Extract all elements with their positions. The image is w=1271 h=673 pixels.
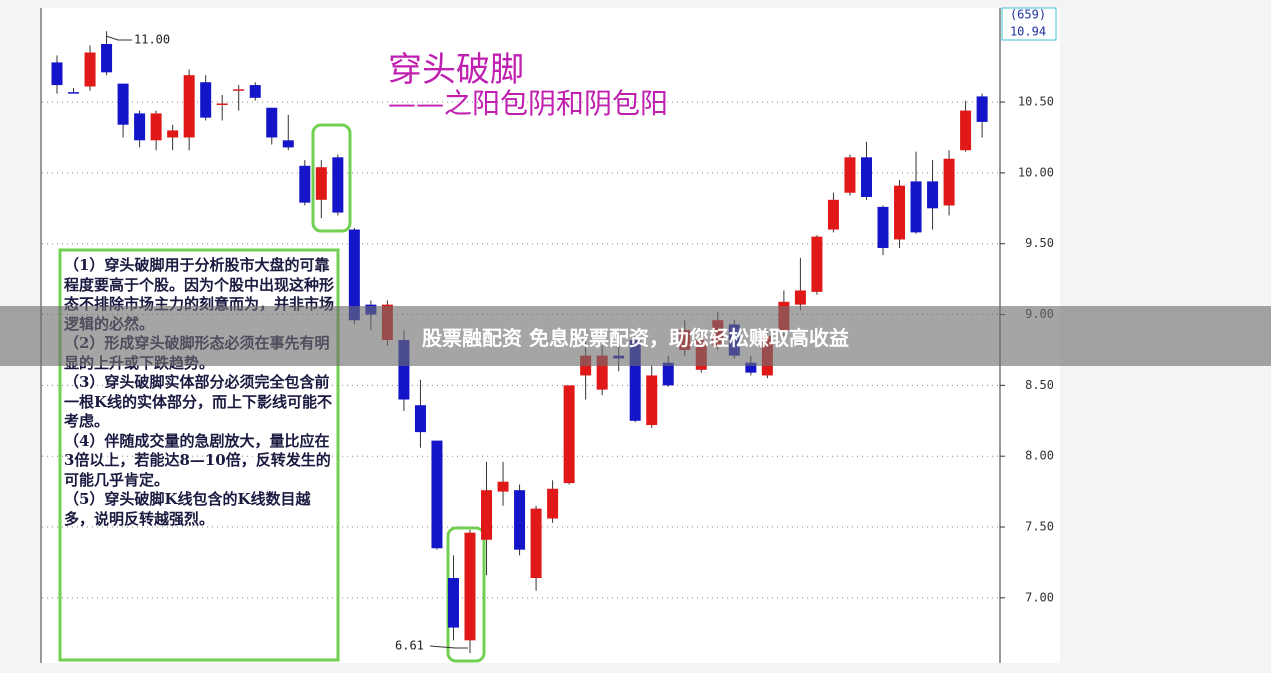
price-box-value: 10.94 — [1010, 25, 1046, 39]
candle-body — [414, 405, 426, 433]
candle-body — [877, 206, 889, 248]
candle-body — [447, 578, 459, 628]
candle-body — [596, 355, 608, 390]
candle-body — [332, 157, 344, 213]
candle-body — [497, 481, 509, 492]
chart-title: 穿头破脚 — [388, 50, 524, 90]
candle-body — [910, 181, 922, 233]
candle-body — [894, 185, 906, 240]
y-tick-label: 8.00 — [1025, 449, 1054, 463]
highlight-box — [311, 123, 352, 233]
candle-body — [629, 340, 641, 421]
candle-body — [927, 181, 939, 209]
candle-body — [348, 229, 360, 321]
note: （3）穿头破脚实体部分必须完全包含前一根K线的实体部分，而上下影线可能不考虑。 — [64, 373, 333, 430]
candle-body — [233, 89, 245, 91]
candle-body — [266, 107, 278, 138]
candle-body — [745, 362, 757, 373]
high-annotation: 11.00 — [134, 33, 170, 47]
y-tick-label: 10.00 — [1018, 165, 1054, 179]
y-tick-label: 7.00 — [1025, 590, 1054, 604]
candle-body — [299, 165, 311, 203]
candle-body — [315, 167, 327, 200]
note: （5）穿头破脚K线包含的K线数目越多，说明反转越强烈。 — [64, 490, 311, 528]
candle-body — [547, 488, 559, 519]
candle-body — [943, 158, 955, 206]
chart-subtitle: ——之阳包阴和阴包阳 — [388, 87, 669, 120]
candle-body — [167, 130, 179, 138]
candle-body — [282, 140, 294, 148]
candle-body — [84, 52, 96, 87]
candle-body — [249, 85, 261, 98]
candle-body — [827, 199, 839, 230]
candle-body — [481, 490, 493, 540]
candle-body — [183, 75, 195, 138]
candle-body — [960, 110, 972, 151]
candle-body — [398, 340, 410, 400]
candle-body — [530, 508, 542, 579]
candle-body — [860, 157, 872, 197]
candle-body — [646, 375, 658, 426]
y-tick-label: 9.50 — [1025, 236, 1054, 250]
candle-body — [117, 83, 129, 125]
candle-body — [794, 290, 806, 305]
candle-body — [811, 236, 823, 292]
low-annotation: 6.61 — [395, 639, 424, 653]
candle-body — [51, 62, 63, 86]
candle-body — [134, 113, 146, 141]
candle-body — [68, 92, 80, 94]
y-tick-label: 7.50 — [1025, 520, 1054, 534]
candle-body — [216, 103, 228, 105]
y-tick-label: 10.50 — [1018, 95, 1054, 109]
price-box — [1001, 7, 1057, 41]
annotation-leader — [429, 645, 468, 649]
banner[interactable]: 股票融配资 免息股票配资，助您轻松赚取高收益 — [0, 306, 1271, 366]
price-box-code: (659) — [1010, 8, 1046, 22]
candle-body — [431, 440, 443, 549]
candle-body — [464, 532, 476, 641]
candle-body — [976, 96, 988, 122]
candle-body — [150, 113, 162, 141]
annotation-leader — [105, 35, 132, 41]
candle-body — [200, 82, 212, 118]
candle-body — [101, 43, 113, 73]
y-tick-label: 8.50 — [1025, 378, 1054, 392]
candle-body — [662, 362, 674, 386]
note: （4）伴随成交量的急剧放大，量比应在3倍以上，若能达8—10倍，反转发生的可能几… — [64, 431, 331, 489]
candle-body — [844, 157, 856, 193]
candle-body — [514, 490, 526, 550]
candle-body — [563, 385, 575, 484]
